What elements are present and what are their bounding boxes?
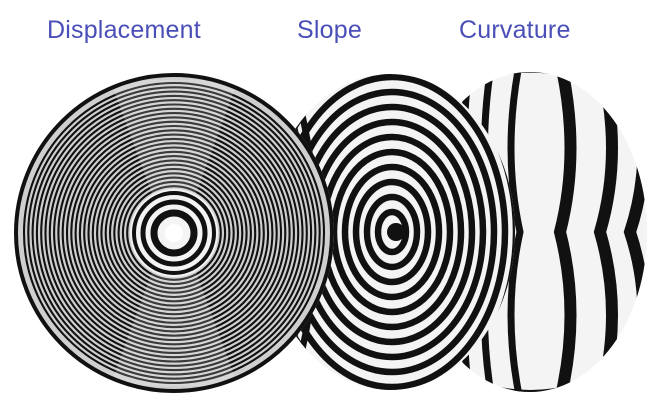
displacement-ring — [78, 137, 270, 329]
slope-fringe — [341, 163, 443, 301]
displacement-moire-top — [110, 80, 238, 210]
displacement-ring — [87, 146, 261, 320]
slope-fringe — [374, 208, 410, 256]
displacement-ring — [96, 155, 252, 311]
displacement-rim — [14, 73, 334, 393]
displacement-ring — [117, 176, 231, 290]
slope-label: Slope — [297, 16, 362, 44]
curvature-fringe — [553, 72, 577, 392]
displacement-ring — [44, 103, 304, 363]
displacement-ring — [22, 81, 326, 385]
slope-fringe — [352, 178, 432, 286]
slope-center-dot — [387, 223, 405, 241]
displacement-center-ring — [150, 209, 198, 257]
displacement-ring — [104, 163, 244, 303]
displacement-ring — [91, 150, 257, 316]
displacement-ring — [70, 129, 278, 337]
curvature-fringe — [507, 72, 524, 392]
displacement-center-ring — [140, 199, 208, 267]
displacement-ring — [61, 120, 287, 346]
displacement-ring — [35, 94, 313, 372]
displacement-fringes — [22, 80, 326, 386]
displacement-ring — [121, 180, 227, 286]
displacement-label: Displacement — [47, 16, 201, 44]
displacement-ring — [40, 99, 308, 367]
displacement-ring — [48, 107, 300, 359]
displacement-ring — [57, 116, 291, 350]
displacement-ring — [108, 167, 240, 299]
displacement-ring — [83, 142, 265, 324]
displacement-center-dot — [165, 224, 183, 242]
displacement-ring — [53, 112, 295, 354]
displacement-ring — [31, 90, 317, 376]
displacement-ring — [74, 133, 274, 333]
displacement-fringe-pattern — [14, 73, 334, 393]
displacement-ring — [113, 172, 235, 294]
displacement-moire-bottom — [110, 256, 238, 386]
displacement-ring — [126, 185, 222, 281]
slope-fringe — [330, 148, 454, 316]
displacement-ring — [100, 159, 248, 307]
displacement-ring — [65, 124, 283, 342]
curvature-label: Curvature — [459, 16, 571, 44]
slope-fringe — [363, 193, 421, 271]
displacement-center-ring — [132, 191, 216, 275]
displacement-ring — [27, 86, 321, 380]
